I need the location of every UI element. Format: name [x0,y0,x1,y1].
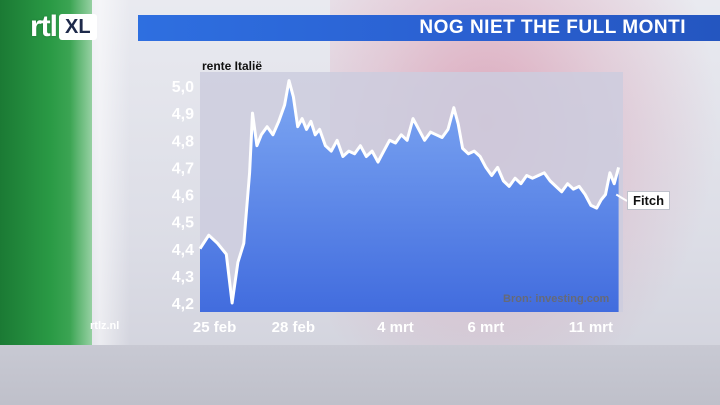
y-tick-label: 4,3 [172,269,194,286]
title-bar: NOG NIET THE FULL MONTI [138,15,720,41]
y-tick-label: 4,8 [172,133,194,150]
website-watermark: rtlz.nl [90,320,120,332]
y-tick-label: 4,9 [172,106,194,123]
x-tick-label: 4 mrt [377,319,414,336]
channel-logo: rtl XL [30,10,97,44]
fitch-annotation: Fitch [627,191,671,210]
y-tick-label: 5,0 [172,79,194,96]
fitch-pointer-line [615,193,628,202]
flag-white-fold [70,0,130,405]
x-tick-label: 28 feb [272,319,315,336]
y-axis-label: rente Italië [202,59,263,73]
y-tick-label: 4,6 [172,188,194,205]
source-note: Bron: investing.com [503,293,610,305]
x-tick-label: 11 mrt [569,319,613,336]
page-title: NOG NIET THE FULL MONTI [419,17,686,38]
y-tick-label: 4,4 [172,242,194,259]
background-bottom [0,345,720,405]
series-area [200,80,619,312]
y-tick-label: 4,5 [172,215,194,232]
x-tick-label: 25 feb [193,319,236,336]
logo-text: rtl [30,10,58,43]
y-tick-label: 4,7 [172,160,194,177]
series-line [198,79,621,305]
y-tick-label: 4,2 [172,296,194,313]
x-tick-label: 6 mrt [468,319,505,336]
logo-badge: XL [59,14,97,40]
